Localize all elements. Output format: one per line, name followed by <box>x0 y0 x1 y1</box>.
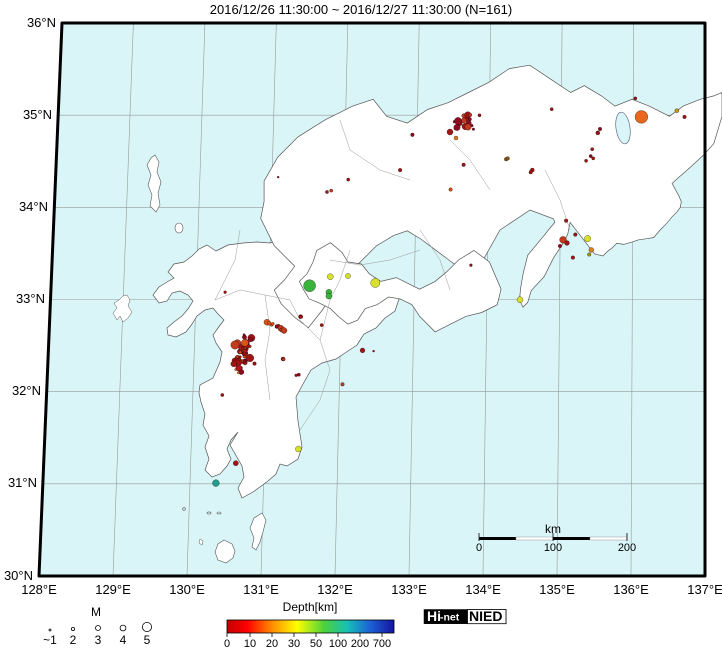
svg-text:100: 100 <box>329 638 347 650</box>
svg-text:35°N: 35°N <box>23 107 52 122</box>
svg-text:131°E: 131°E <box>243 582 279 597</box>
svg-text:10: 10 <box>244 638 256 650</box>
svg-text:30°N: 30°N <box>4 568 33 583</box>
svg-text:3: 3 <box>95 633 102 647</box>
svg-text:~1: ~1 <box>43 633 57 647</box>
svg-text:200: 200 <box>351 638 369 650</box>
svg-text:136°E: 136°E <box>613 582 649 597</box>
svg-text:20: 20 <box>266 638 278 650</box>
svg-text:50: 50 <box>310 638 322 650</box>
svg-text:130°E: 130°E <box>169 582 205 597</box>
svg-text:Hi: Hi <box>427 608 441 624</box>
svg-text:700: 700 <box>373 638 391 650</box>
svg-text:200: 200 <box>618 542 636 554</box>
svg-text:134°E: 134°E <box>465 582 501 597</box>
svg-text:137°E: 137°E <box>687 582 722 597</box>
svg-text:33°N: 33°N <box>16 291 45 306</box>
svg-text:0: 0 <box>476 542 482 554</box>
svg-text:32°N: 32°N <box>12 383 41 398</box>
svg-text:133°E: 133°E <box>391 582 427 597</box>
svg-text:34°N: 34°N <box>19 199 48 214</box>
svg-text:36°N: 36°N <box>27 15 56 30</box>
svg-text:135°E: 135°E <box>539 582 575 597</box>
svg-text:-net: -net <box>440 612 460 624</box>
svg-text:4: 4 <box>120 633 127 647</box>
svg-text:0: 0 <box>224 638 230 650</box>
svg-text:31°N: 31°N <box>8 475 37 490</box>
svg-text:Depth[km]: Depth[km] <box>283 600 338 614</box>
svg-text:M: M <box>91 605 101 619</box>
svg-text:5: 5 <box>144 633 151 647</box>
svg-text:132°E: 132°E <box>317 582 353 597</box>
svg-text:30: 30 <box>288 638 300 650</box>
svg-text:129°E: 129°E <box>95 582 131 597</box>
svg-text:128°E: 128°E <box>21 582 57 597</box>
svg-text:100: 100 <box>544 542 562 554</box>
svg-text:2: 2 <box>70 633 77 647</box>
svg-text:NIED: NIED <box>469 608 502 624</box>
